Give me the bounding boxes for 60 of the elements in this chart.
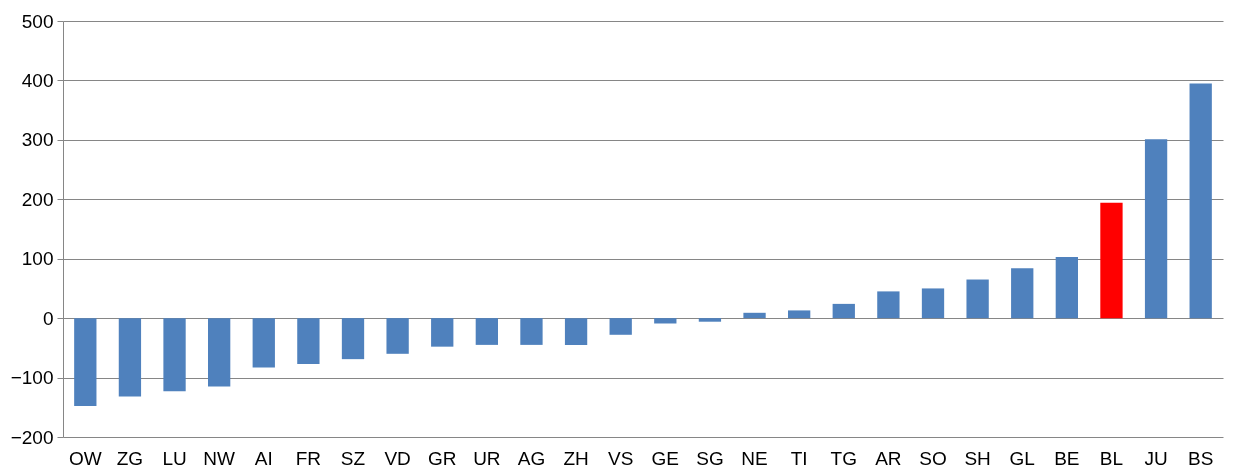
bar [163, 318, 186, 392]
x-tick-label: NE [741, 447, 768, 469]
y-tick-label: −200 [10, 426, 54, 448]
x-tick-label: TG [830, 447, 857, 469]
bar [1055, 256, 1078, 319]
bar [74, 318, 97, 407]
y-tick-label: 400 [21, 69, 54, 91]
x-tick-label: VS [608, 447, 634, 469]
bar [832, 303, 855, 319]
bar [1011, 268, 1034, 319]
bar [921, 288, 945, 319]
x-tick-label: BS [1188, 447, 1214, 469]
bar [386, 318, 409, 354]
x-tick-label: ZG [116, 447, 144, 469]
y-tick-label: 300 [21, 129, 54, 151]
bar [341, 318, 365, 360]
x-tick-label: SG [696, 447, 724, 469]
x-tick-label: VD [384, 447, 411, 469]
y-tick-label: 100 [21, 248, 54, 270]
x-tick-label: TI [790, 447, 808, 469]
x-tick-label: NW [203, 447, 236, 469]
x-tick-label: JU [1144, 447, 1168, 469]
x-tick-label: UR [473, 447, 501, 469]
bar [698, 318, 722, 322]
x-tick-label: AG [517, 447, 546, 469]
bar [743, 312, 766, 319]
bar [1100, 202, 1123, 319]
bar [1144, 139, 1168, 319]
x-tick-label: ZH [563, 447, 589, 469]
bar [297, 318, 320, 364]
bar [654, 318, 677, 324]
x-tick-label: SZ [340, 447, 366, 469]
y-tick-label: −100 [10, 367, 54, 389]
x-tick-label: AR [875, 447, 902, 469]
bar [1189, 83, 1212, 319]
bar [520, 318, 543, 345]
y-tick-label: 200 [21, 188, 54, 210]
x-tick-label: BE [1054, 447, 1080, 469]
bar [609, 318, 632, 335]
bar [431, 318, 454, 347]
x-tick-label: SH [964, 447, 991, 469]
y-tick-label: 500 [21, 10, 54, 32]
x-tick-label: BL [1099, 447, 1124, 469]
bar [475, 318, 498, 345]
x-tick-label: GE [651, 447, 680, 469]
x-tick-label: GL [1009, 447, 1035, 469]
bar [966, 279, 989, 319]
x-tick-label: GR [427, 447, 457, 469]
x-tick-label: SO [919, 447, 947, 469]
bar [252, 318, 275, 368]
x-tick-label: AI [254, 447, 273, 469]
bar [208, 318, 231, 387]
x-tick-label: LU [162, 447, 187, 469]
bar [564, 318, 588, 345]
x-tick-label: FR [295, 447, 322, 469]
y-tick-label: 0 [42, 307, 54, 329]
bar [118, 318, 142, 397]
bar [877, 291, 900, 319]
bar [788, 310, 811, 319]
x-tick-label: OW [68, 447, 102, 469]
